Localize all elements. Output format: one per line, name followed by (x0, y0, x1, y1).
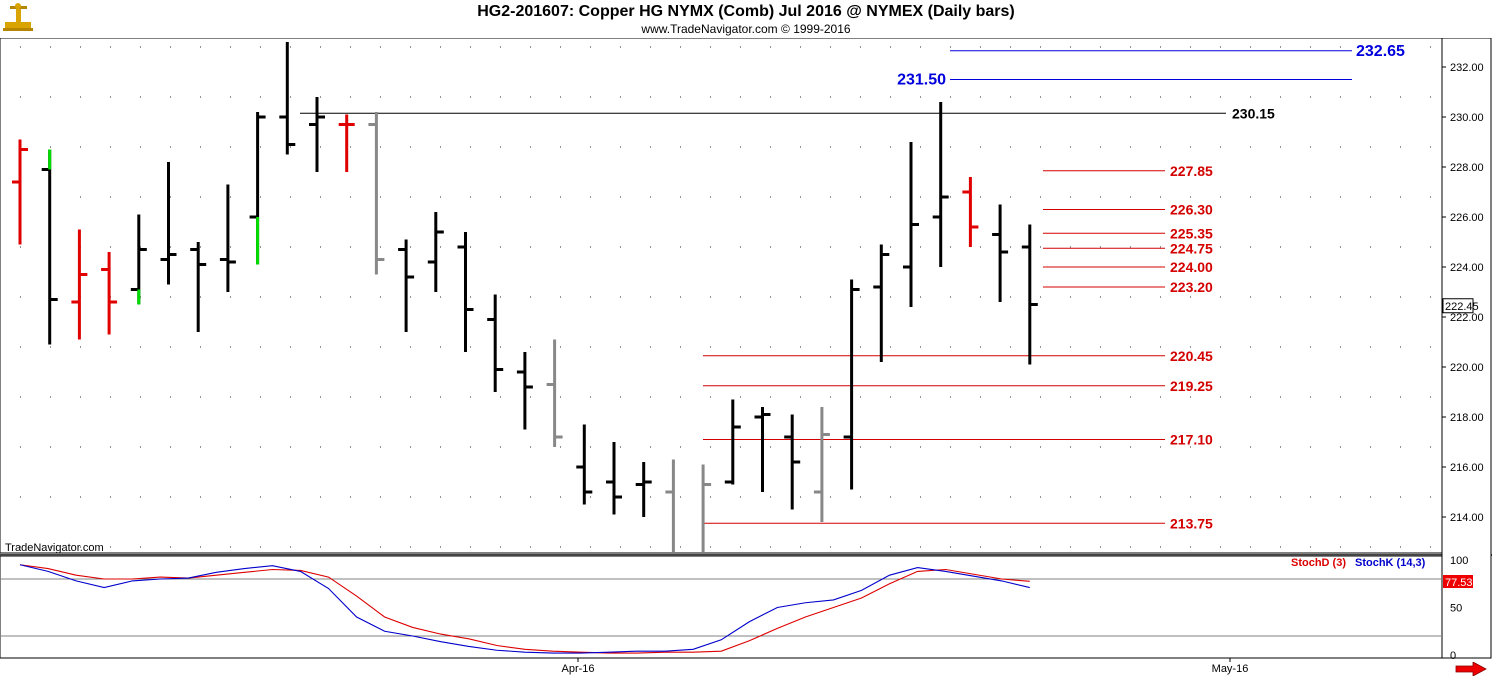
level-label: 225.35 (1170, 225, 1213, 241)
stoch-last-value-label: 77.53 (1445, 577, 1473, 589)
chart-title: HG2-201607: Copper HG NYMX (Comb) Jul 20… (477, 3, 1015, 20)
level-label: 223.20 (1170, 279, 1213, 295)
price-axis-label: 232.00 (1450, 62, 1484, 74)
scroll-right-arrow-icon[interactable] (1455, 662, 1487, 676)
price-axis-label: 216.00 (1450, 462, 1484, 474)
price-axis-label: 218.00 (1450, 412, 1484, 424)
price-axis-label: 222.00 (1450, 312, 1484, 324)
trade-navigator-logo (2, 2, 36, 34)
chart-subtitle: www.TradeNavigator.com © 1999-2016 (641, 22, 851, 36)
last-price-box (1442, 298, 1474, 314)
price-axis-label: 224.00 (1450, 262, 1484, 274)
stoch-axis-label: 50 (1450, 603, 1462, 615)
price-axis-label: 220.00 (1450, 362, 1484, 374)
level-label: 219.25 (1170, 378, 1213, 394)
level-label: 231.50 (897, 72, 946, 89)
level-label: 226.30 (1170, 202, 1213, 218)
level-label: 224.00 (1170, 259, 1213, 275)
level-label: 224.75 (1170, 240, 1213, 256)
x-axis-label: Apr-16 (561, 663, 594, 675)
stoch-series-line (19, 564, 1030, 654)
price-axis-label: 230.00 (1450, 112, 1484, 124)
grid-dots (20, 46, 1431, 548)
level-label: 232.65 (1356, 43, 1405, 60)
stoch-legend-d: StochD (3) (1291, 557, 1346, 569)
price-panel (0, 37, 1443, 554)
price-axis-label: 228.00 (1450, 162, 1484, 174)
x-axis-label: May-16 (1212, 663, 1249, 675)
price-axis (1441, 37, 1492, 659)
stoch-axis-label: 0 (1450, 650, 1456, 662)
level-label: 227.85 (1170, 163, 1213, 179)
last-price-label: 222.45 (1445, 301, 1479, 313)
stoch-last-value-box (1443, 575, 1473, 588)
level-label: 220.45 (1170, 348, 1213, 364)
chart-header: HG2-201607: Copper HG NYMX (Comb) Jul 20… (0, 0, 1492, 38)
price-axis-label: 214.00 (1450, 512, 1484, 524)
level-label: 213.75 (1170, 515, 1213, 531)
price-axis-label: 226.00 (1450, 212, 1484, 224)
level-label: 217.10 (1170, 432, 1213, 448)
stoch-axis-label: 100 (1450, 555, 1468, 567)
level-label: 230.15 (1232, 105, 1275, 121)
watermark: TradeNavigator.com (5, 542, 104, 554)
stoch-legend-k: StochK (14,3) (1355, 557, 1426, 569)
stochastic-panel (0, 555, 1443, 659)
